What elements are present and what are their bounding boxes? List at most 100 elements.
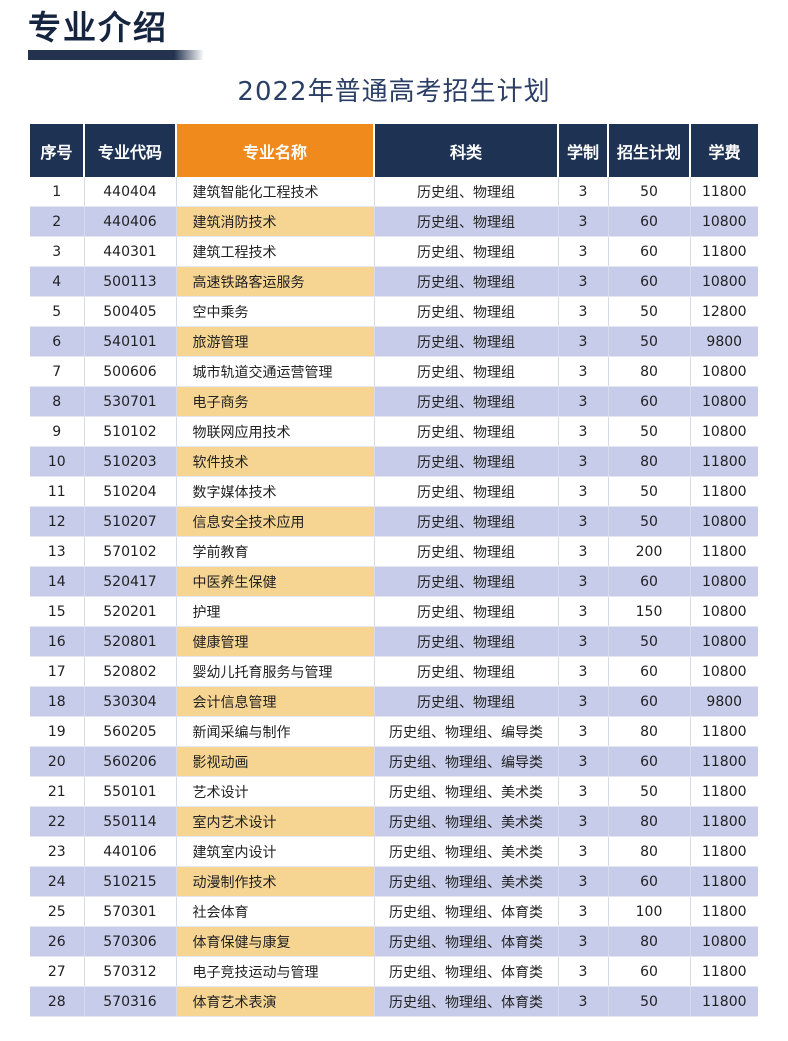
cell-index: 23 <box>30 836 85 867</box>
cell-duration: 3 <box>558 266 609 297</box>
table-row: 10 510203 软件技术 历史组、物理组 3 80 11800 <box>30 446 758 477</box>
cell-index: 2 <box>30 206 85 237</box>
cell-enrollment: 200 <box>608 536 691 567</box>
table-row: 4 500113 高速铁路客运服务 历史组、物理组 3 60 10800 <box>30 266 758 297</box>
cell-category: 历史组、物理组、体育类 <box>374 956 559 987</box>
cell-category: 历史组、物理组、美术类 <box>374 836 559 867</box>
cell-index: 10 <box>30 446 85 477</box>
table-body: 1 440404 建筑智能化工程技术 历史组、物理组 3 50 11800 2 440406 建筑… <box>30 177 758 1017</box>
cell-enrollment: 50 <box>608 416 691 447</box>
cell-index: 27 <box>30 956 85 987</box>
cell-duration: 3 <box>558 776 609 807</box>
table-row: 28 570316 体育艺术表演 历史组、物理组、体育类 3 50 11800 <box>30 986 758 1017</box>
cell-enrollment: 50 <box>608 296 691 327</box>
cell-index: 11 <box>30 476 85 507</box>
document-title: 2022年普通高考招生计划 <box>237 77 551 107</box>
cell-tuition: 11800 <box>690 716 758 747</box>
cell-code: 540101 <box>84 326 177 357</box>
cell-enrollment: 100 <box>608 896 691 927</box>
cell-code: 570102 <box>84 536 177 567</box>
table-row: 15 520201 护理 历史组、物理组 3 150 10800 <box>30 596 758 627</box>
cell-category: 历史组、物理组、体育类 <box>374 986 559 1017</box>
cell-code: 500606 <box>84 356 177 387</box>
cell-major-name: 影视动画 <box>176 746 375 777</box>
cell-duration: 3 <box>558 716 609 747</box>
cell-enrollment: 60 <box>608 386 691 417</box>
cell-enrollment: 60 <box>608 206 691 237</box>
cell-enrollment: 50 <box>608 326 691 357</box>
cell-major-name: 物联网应用技术 <box>176 416 375 447</box>
table-row: 2 440406 建筑消防技术 历史组、物理组 3 60 10800 <box>30 206 758 237</box>
cell-duration: 3 <box>558 656 609 687</box>
cell-code: 520801 <box>84 626 177 657</box>
cell-code: 440406 <box>84 206 177 237</box>
cell-code: 530701 <box>84 386 177 417</box>
cell-code: 510215 <box>84 866 177 897</box>
cell-index: 24 <box>30 866 85 897</box>
cell-index: 18 <box>30 686 85 717</box>
table-row: 16 520801 健康管理 历史组、物理组 3 50 10800 <box>30 626 758 657</box>
cell-category: 历史组、物理组 <box>374 626 559 657</box>
cell-tuition: 10800 <box>690 506 758 537</box>
cell-tuition: 10800 <box>690 926 758 957</box>
cell-category: 历史组、物理组、编导类 <box>374 746 559 777</box>
cell-category: 历史组、物理组 <box>374 386 559 417</box>
table-row: 8 530701 电子商务 历史组、物理组 3 60 10800 <box>30 386 758 417</box>
cell-major-name: 建筑消防技术 <box>176 206 375 237</box>
cell-enrollment: 50 <box>608 506 691 537</box>
cell-index: 12 <box>30 506 85 537</box>
cell-code: 440106 <box>84 836 177 867</box>
cell-code: 510203 <box>84 446 177 477</box>
table-row: 11 510204 数字媒体技术 历史组、物理组 3 50 11800 <box>30 476 758 507</box>
cell-enrollment: 60 <box>608 566 691 597</box>
cell-major-name: 软件技术 <box>176 446 375 477</box>
cell-enrollment: 80 <box>608 716 691 747</box>
cell-code: 560206 <box>84 746 177 777</box>
cell-major-name: 婴幼儿托育服务与管理 <box>176 656 375 687</box>
cell-duration: 3 <box>558 806 609 837</box>
cell-tuition: 10800 <box>690 356 758 387</box>
cell-enrollment: 60 <box>608 746 691 777</box>
table-row: 3 440301 建筑工程技术 历史组、物理组 3 60 11800 <box>30 236 758 267</box>
cell-tuition: 11800 <box>690 746 758 777</box>
cell-tuition: 11800 <box>690 866 758 897</box>
cell-category: 历史组、物理组 <box>374 416 559 447</box>
cell-category: 历史组、物理组 <box>374 236 559 267</box>
cell-duration: 3 <box>558 836 609 867</box>
cell-index: 3 <box>30 236 85 267</box>
cell-tuition: 10800 <box>690 416 758 447</box>
cell-code: 530304 <box>84 686 177 717</box>
cell-code: 440404 <box>84 177 177 207</box>
cell-category: 历史组、物理组 <box>374 476 559 507</box>
cell-duration: 3 <box>558 986 609 1017</box>
cell-category: 历史组、物理组 <box>374 506 559 537</box>
table-row: 14 520417 中医养生保健 历史组、物理组 3 60 10800 <box>30 566 758 597</box>
cell-duration: 3 <box>558 476 609 507</box>
cell-duration: 3 <box>558 626 609 657</box>
cell-category: 历史组、物理组、编导类 <box>374 716 559 747</box>
cell-enrollment: 50 <box>608 476 691 507</box>
cell-major-name: 旅游管理 <box>176 326 375 357</box>
table-row: 21 550101 艺术设计 历史组、物理组、美术类 3 50 11800 <box>30 776 758 807</box>
cell-category: 历史组、物理组、美术类 <box>374 806 559 837</box>
cell-index: 25 <box>30 896 85 927</box>
cell-index: 26 <box>30 926 85 957</box>
cell-major-name: 健康管理 <box>176 626 375 657</box>
cell-duration: 3 <box>558 177 609 207</box>
column-header-code: 专业代码 <box>84 124 177 177</box>
cell-tuition: 10800 <box>690 656 758 687</box>
cell-duration: 3 <box>558 206 609 237</box>
cell-index: 21 <box>30 776 85 807</box>
table-row: 19 560205 新闻采编与制作 历史组、物理组、编导类 3 80 11800 <box>30 716 758 747</box>
cell-major-name: 建筑工程技术 <box>176 236 375 267</box>
table-row: 20 560206 影视动画 历史组、物理组、编导类 3 60 11800 <box>30 746 758 777</box>
cell-major-name: 学前教育 <box>176 536 375 567</box>
cell-duration: 3 <box>558 536 609 567</box>
cell-major-name: 动漫制作技术 <box>176 866 375 897</box>
table-row: 1 440404 建筑智能化工程技术 历史组、物理组 3 50 11800 <box>30 177 758 207</box>
cell-index: 20 <box>30 746 85 777</box>
cell-duration: 3 <box>558 356 609 387</box>
cell-duration: 3 <box>558 326 609 357</box>
cell-index: 16 <box>30 626 85 657</box>
cell-duration: 3 <box>558 446 609 477</box>
